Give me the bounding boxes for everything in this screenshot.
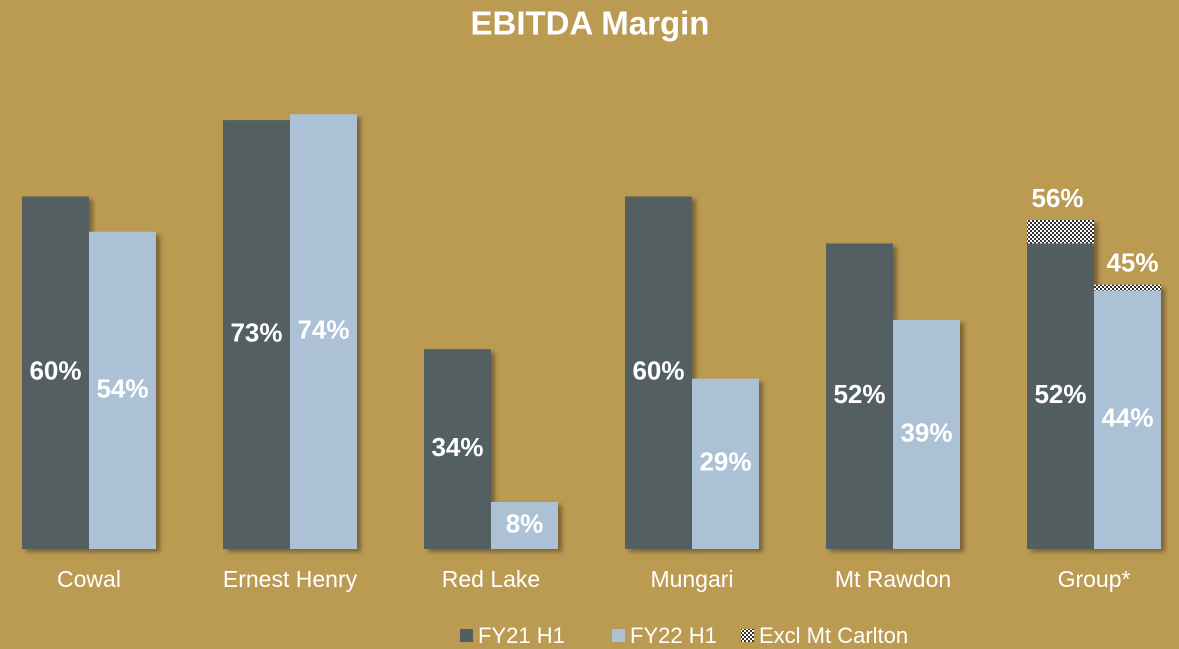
x-tick-label: Mungari (650, 566, 733, 592)
bar (290, 114, 357, 549)
legend-swatch (460, 629, 473, 642)
bar (424, 349, 491, 549)
value-label: 54% (96, 373, 148, 403)
chart-title: EBITDA Margin (471, 5, 710, 42)
legend-label: FY22 H1 (630, 623, 717, 648)
value-label: 8% (506, 508, 544, 538)
value-label: 60% (29, 356, 81, 386)
bar (1094, 290, 1161, 549)
value-label: 39% (900, 417, 952, 447)
value-label: 45% (1106, 248, 1158, 278)
bar (22, 196, 89, 549)
bar (893, 319, 960, 549)
value-label: 56% (1031, 183, 1083, 213)
value-label: 52% (833, 379, 885, 409)
legend-swatch (741, 629, 754, 642)
value-label: 34% (431, 432, 483, 462)
bar (491, 502, 558, 549)
bar (826, 243, 893, 549)
bar (625, 196, 692, 549)
value-label: 44% (1101, 403, 1153, 433)
value-label: 52% (1034, 379, 1086, 409)
bar (89, 231, 156, 549)
x-tick-label: Ernest Henry (223, 566, 358, 592)
bar (223, 120, 290, 549)
bar (1027, 243, 1094, 549)
x-tick-label: Red Lake (442, 566, 540, 592)
x-tick-label: Group* (1058, 566, 1131, 592)
legend-label: FY21 H1 (478, 623, 565, 648)
bar (692, 378, 759, 549)
value-label: 74% (297, 315, 349, 345)
legend-label: Excl Mt Carlton (759, 623, 908, 648)
legend-swatch (612, 629, 625, 642)
x-tick-label: Mt Rawdon (835, 566, 951, 592)
value-label: 29% (699, 447, 751, 477)
value-label: 73% (230, 317, 282, 347)
value-label: 60% (632, 356, 684, 386)
x-tick-label: Cowal (57, 566, 121, 592)
